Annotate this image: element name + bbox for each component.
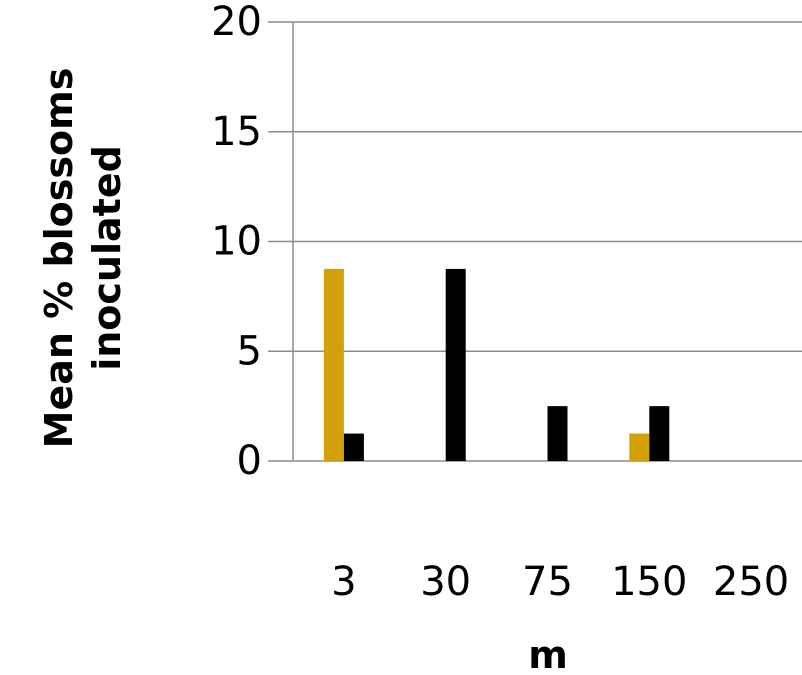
y-axis-title: Mean % blossoms inoculated [37, 68, 129, 449]
y-axis-title-line-1: Mean % blossoms [37, 68, 81, 449]
x-tick-label: 250 [713, 559, 789, 605]
bar [547, 406, 568, 461]
x-tick-labels: 3 30 75 150 250 [331, 559, 789, 605]
bar [649, 406, 670, 461]
x-tick-label: 3 [331, 559, 356, 605]
y-axis-title-line-2: inoculated [85, 145, 129, 371]
y-tick-label: 15 [211, 109, 262, 155]
bars [323, 268, 670, 461]
y-tick-label: 5 [237, 328, 262, 374]
x-tick-label: 30 [420, 559, 471, 605]
y-tick-label: 0 [237, 438, 262, 484]
x-tick-label: 150 [611, 559, 687, 605]
gridlines [268, 21, 802, 352]
bar [323, 268, 344, 461]
y-tick-label: 20 [211, 0, 262, 45]
bar [629, 433, 650, 461]
x-axis-title: m [528, 633, 568, 675]
bar [343, 433, 364, 461]
bar [445, 268, 466, 461]
x-tick-label: 75 [522, 559, 573, 605]
y-tick-labels: 0 5 10 15 20 [211, 0, 262, 484]
y-tick-label: 10 [211, 219, 262, 265]
